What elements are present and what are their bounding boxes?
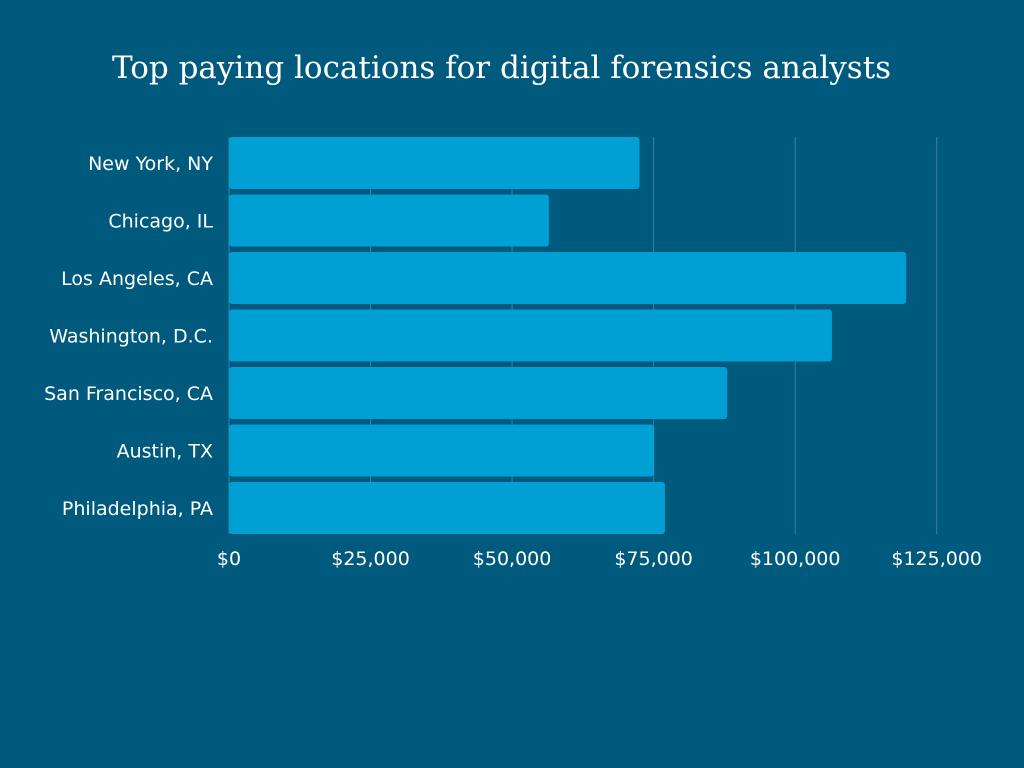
y-category-label: New York, NY [88,153,213,175]
y-category-label: Chicago, IL [108,211,213,233]
chart-title: Top paying locations for digital forensi… [111,50,892,86]
x-tick-label: $50,000 [473,548,552,570]
bar [229,137,640,189]
bar [229,194,549,247]
bar [229,309,832,362]
bar [229,252,907,304]
x-tick-label: $0 [217,548,241,570]
y-category-label: Los Angeles, CA [61,268,213,290]
bar [229,482,665,534]
x-tick-label: $25,000 [331,548,410,570]
y-category-label: Washington, D.C. [49,326,213,348]
bar [229,367,728,419]
bar [229,424,655,477]
x-tick-label: $125,000 [891,548,982,570]
y-category-label: Philadelphia, PA [62,498,213,520]
x-tick-label: $100,000 [750,548,841,570]
y-category-label: San Francisco, CA [44,383,213,405]
x-tick-label: $75,000 [614,548,693,570]
y-category-label: Austin, TX [117,441,213,463]
